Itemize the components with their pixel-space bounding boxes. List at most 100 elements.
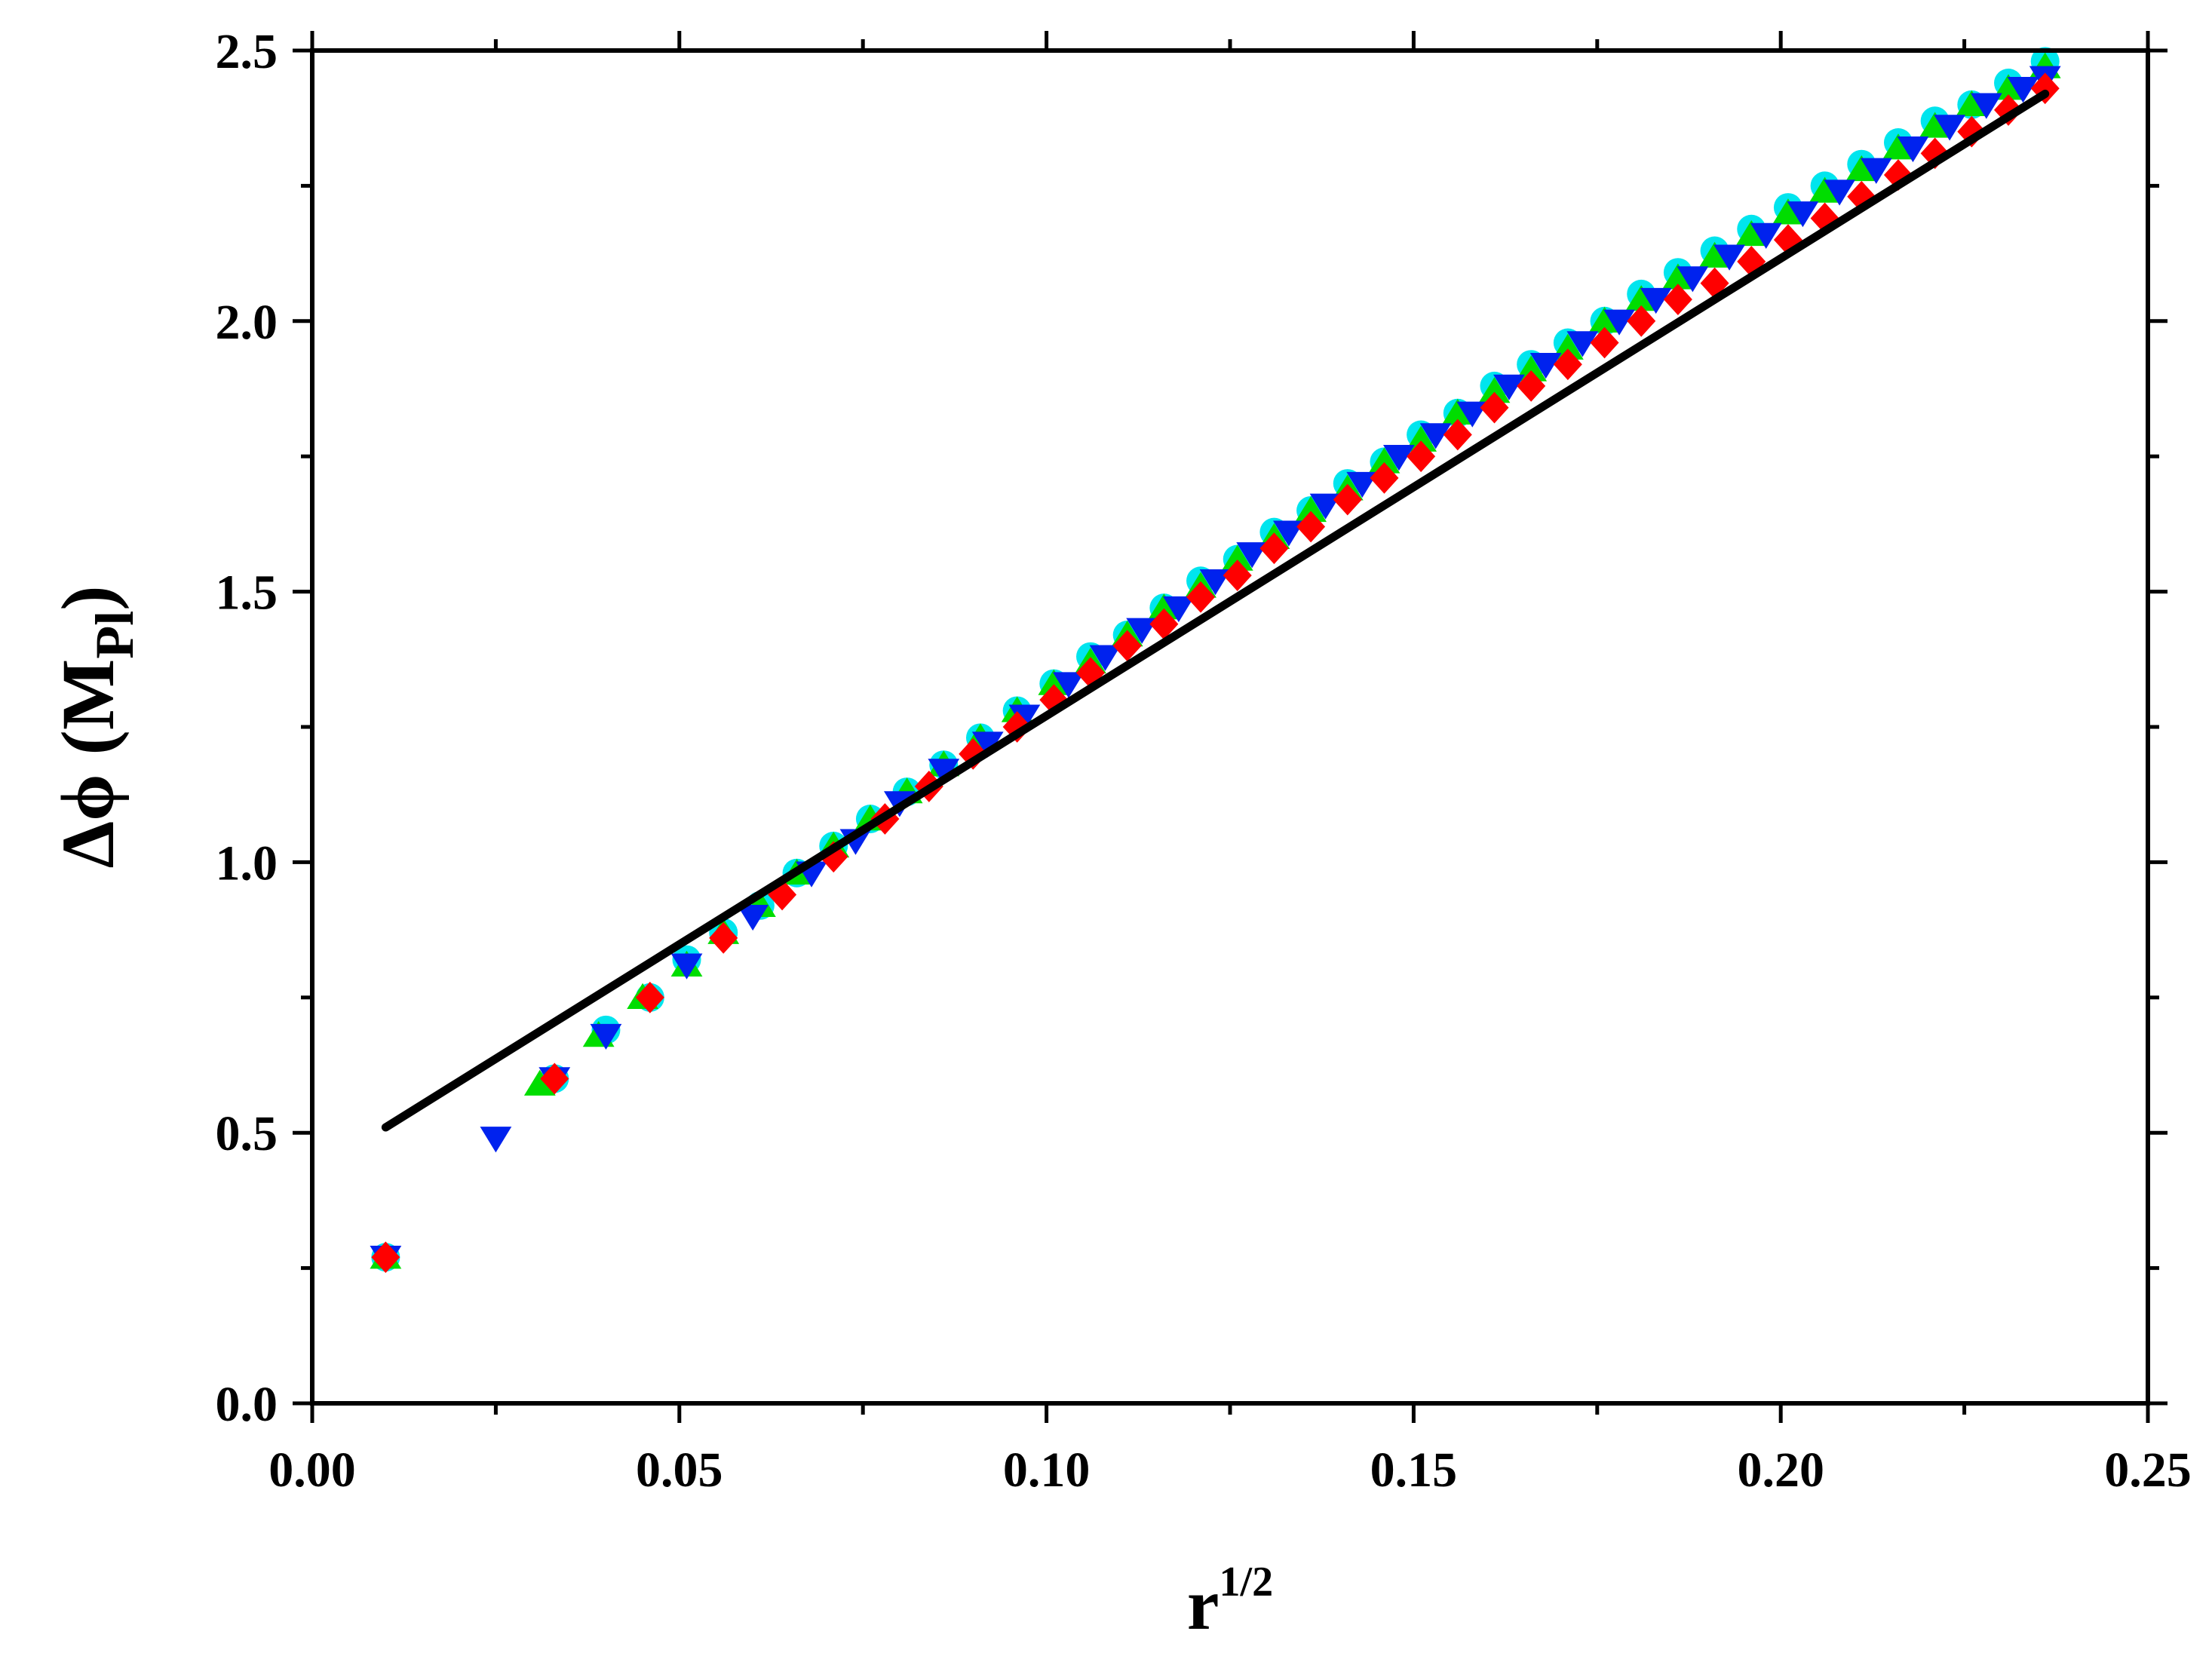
data-point-triangle-down [1603,309,1635,336]
data-point-diamond [1480,391,1509,424]
data-point-triangle-down [1897,136,1929,163]
data-point-triangle-down [1824,179,1855,206]
data-point-triangle-up [1956,90,1988,116]
data-point-triangle-up [1368,447,1401,474]
data-point-diamond [1259,532,1289,565]
data-point-triangle-down [928,759,960,785]
data-point-diamond [1810,202,1839,235]
data-point-triangle-down [1419,423,1452,449]
data-point-diamond [1296,511,1326,543]
data-point-triangle-down [1346,471,1379,498]
data-point-triangle-up [1478,377,1511,403]
data-point-triangle-down [1640,287,1672,314]
series-layer [370,47,2061,1274]
series-circle [371,47,2060,1272]
data-point-diamond [1223,560,1252,591]
data-point-diamond [768,878,797,911]
y-tick-label: 1.5 [216,566,278,621]
data-point-diamond [635,981,664,1013]
x-tick-label: 0.00 [268,1443,356,1498]
data-point-triangle-down [670,953,703,980]
data-point-triangle-down [1126,618,1158,644]
x-axis-title-sup: 1/2 [1220,1559,1274,1605]
data-point-diamond [1370,462,1399,494]
data-point-triangle-down [737,904,769,931]
y-tick-label: 2.0 [216,295,278,350]
data-point-diamond [1627,305,1656,337]
x-tick-label: 0.10 [1003,1443,1091,1498]
data-point-triangle-up [523,1069,556,1096]
data-point-diamond [1333,483,1362,516]
data-point-triangle-down [2007,77,2039,103]
data-point-diamond [1186,581,1216,613]
series-line [381,89,2050,1132]
data-point-diamond [1663,284,1692,315]
data-point-triangle-down [1383,445,1415,471]
x-tick-label: 0.20 [1737,1443,1824,1498]
data-point-triangle-down [1089,645,1121,671]
data-point-triangle-down [1934,115,1966,141]
data-point-triangle-down [1566,331,1599,357]
data-point-triangle-down [971,731,1004,758]
y-tick-label: 0.0 [216,1377,278,1432]
series-diamond [371,72,2060,1274]
data-point-diamond [1553,348,1582,381]
data-point-triangle-down [590,1023,622,1050]
data-point-diamond [709,921,738,954]
data-point-triangle-up [1882,133,1914,160]
ticklabels-layer: 0.00 0.05 0.10 0.15 0.20 0.25 0.0 0.5 1.0 1.5 2.0 2… [216,24,2192,1498]
data-point-triangle-up [1772,198,1804,225]
data-point-diamond [2030,72,2060,105]
data-point-diamond [540,1062,569,1095]
y-axis-title-group: Δϕ (MPl) [46,585,145,868]
data-point-triangle-down [1713,244,1745,271]
data-point-diamond [1700,267,1729,299]
data-point-triangle-down [1787,201,1819,228]
data-point-triangle-up [1845,155,1878,182]
y-tick-label: 0.5 [216,1106,278,1161]
data-point-triangle-down [1199,569,1232,596]
data-point-triangle-down [1493,374,1525,400]
data-point-diamond [1920,137,1950,170]
x-tick-label: 0.15 [1370,1443,1458,1498]
data-point-triangle-up [1038,669,1070,695]
data-point-triangle-down [1008,704,1041,731]
data-point-triangle-down [1529,353,1562,379]
data-point-diamond [1149,608,1179,640]
data-point-triangle-down [480,1127,512,1153]
data-point-triangle-up [1735,219,1768,247]
data-point-triangle-down [1272,520,1305,547]
data-point-triangle-down [1677,266,1709,293]
y-axis-title: Δϕ (MPl) [46,585,145,868]
data-point-diamond [1407,440,1436,473]
data-point-triangle-down [1052,672,1085,698]
y-axis-title-suffix: ) [46,585,130,610]
x-tick-label: 0.25 [2104,1443,2192,1498]
data-point-triangle-up [1295,495,1327,523]
plot-frame [310,48,2150,1406]
y-tick-label: 2.5 [216,24,278,79]
data-point-triangle-down [1750,222,1782,249]
data-point-triangle-up [1661,263,1694,290]
data-point-diamond [819,841,848,873]
data-point-diamond [1443,419,1472,451]
y-tick-label: 1.0 [216,836,278,891]
series-triangle-down [370,66,2061,1272]
x-axis-title-base: r [1187,1564,1220,1645]
data-point-triangle-up [1221,544,1253,571]
ticks-layer [293,31,2168,1423]
x-axis-title: r1/2 [1187,1559,1273,1645]
data-point-triangle-down [1162,596,1195,623]
y-axis-title-sub: Pl [84,611,145,659]
data-point-diamond [1112,630,1142,662]
data-point-triangle-down [1970,93,2002,119]
data-point-triangle-down [1860,158,1892,184]
data-point-triangle-up [1441,398,1474,425]
fit-line [381,89,2050,1132]
data-point-triangle-up [1698,241,1731,268]
data-point-diamond [371,1241,400,1274]
data-point-triangle-up [1625,285,1658,311]
series-triangle-up [370,52,2061,1269]
data-point-triangle-up [1809,176,1841,203]
